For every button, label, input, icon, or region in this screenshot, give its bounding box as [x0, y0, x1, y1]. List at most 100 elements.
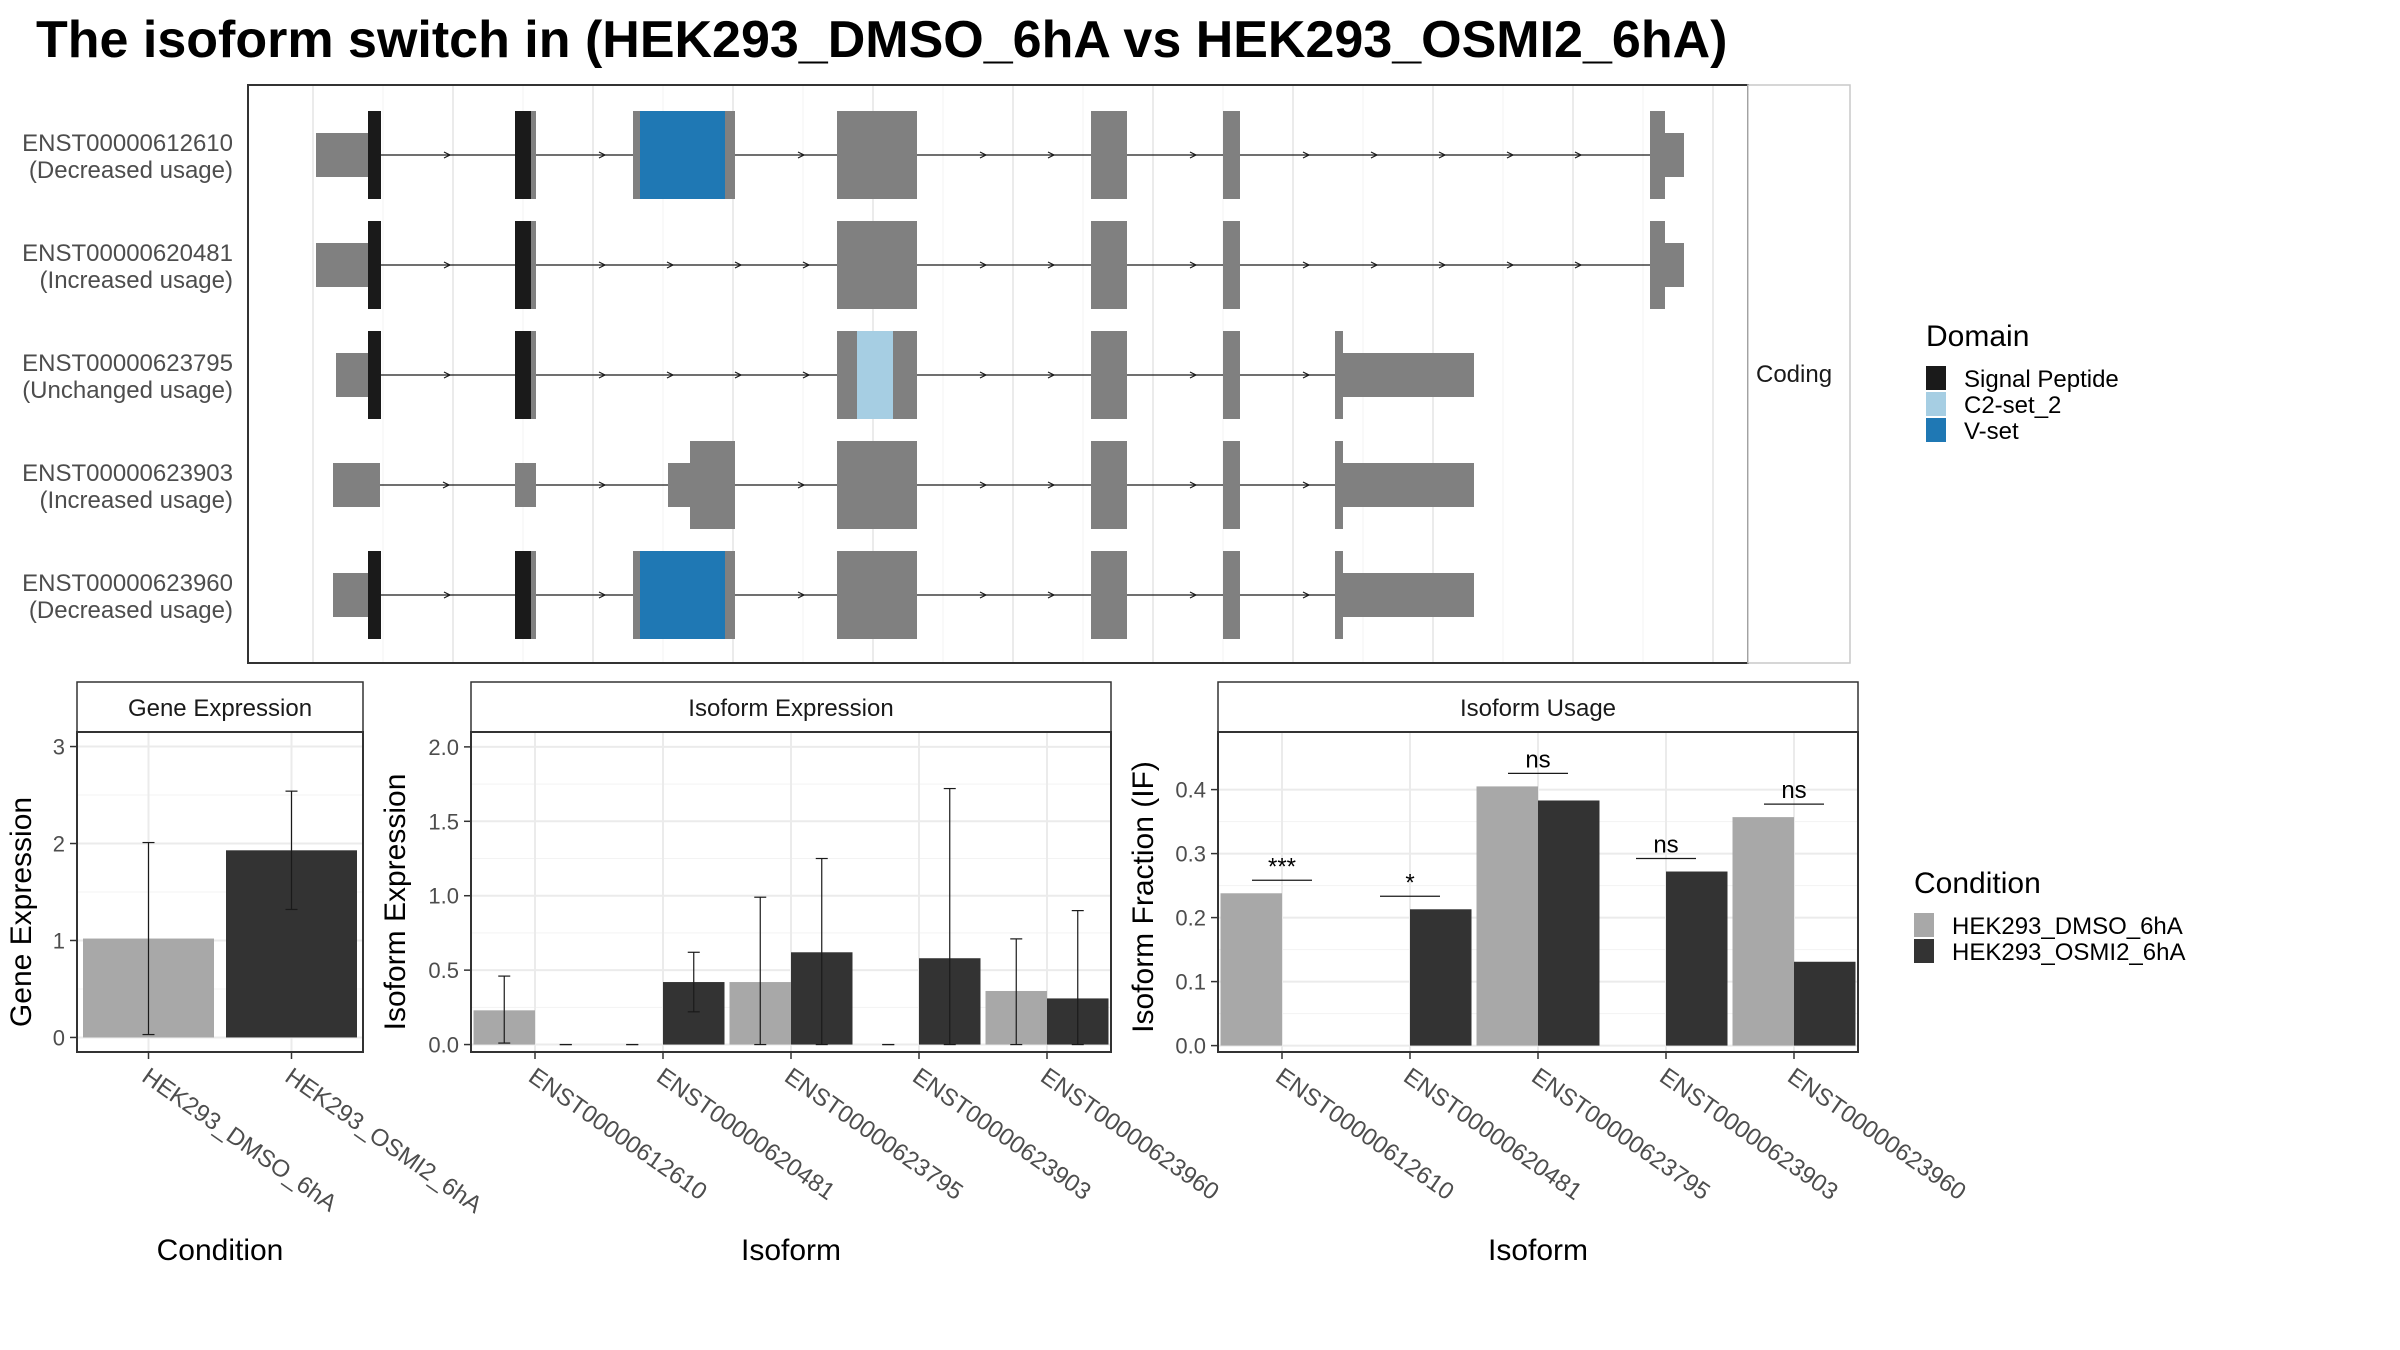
structure-plot-background	[248, 85, 1748, 663]
significance-label: ns	[1525, 746, 1550, 773]
y-tick-label: 1.0	[428, 884, 459, 909]
legend-label-signal-peptide: Signal Peptide	[1964, 366, 2119, 393]
intron-arrow	[1574, 261, 1583, 269]
intron-arrow	[1574, 151, 1583, 159]
intron-arrow	[802, 371, 811, 379]
legend-key-v-set	[1926, 418, 1946, 442]
intron-arrow	[1189, 481, 1198, 489]
transcript-labels: ENST00000612610(Decreased usage)ENST0000…	[22, 130, 233, 624]
intron-arrow	[802, 261, 811, 269]
exon-block	[837, 221, 917, 309]
intron-arrow	[598, 591, 607, 599]
isoform-usage-strip-title: Isoform Usage	[1460, 695, 1616, 722]
intron-arrow	[1302, 151, 1311, 159]
isoform-expression-x-axis-title: Isoform	[741, 1234, 841, 1267]
exon-block	[316, 133, 368, 177]
isoform-expression-strip	[470, 681, 1112, 733]
y-tick-label: 0.1	[1175, 970, 1206, 995]
intron-arrow	[734, 371, 743, 379]
gene-expression-strip-title: Gene Expression	[128, 695, 312, 722]
exon-block	[333, 573, 368, 617]
bar	[1476, 786, 1538, 1046]
intron-arrow	[1047, 371, 1056, 379]
transcript-usage-label: (Unchanged usage)	[22, 377, 233, 404]
condition-legend-title: Condition	[1914, 867, 2041, 900]
isoform-expression-strip-title: Isoform Expression	[688, 695, 893, 722]
exon-block	[725, 111, 735, 199]
signal-peptide-domain	[515, 551, 531, 639]
transcript-track	[336, 331, 1474, 419]
c2-set-2-domain	[857, 331, 893, 419]
y-tick-label: 0	[53, 1025, 65, 1050]
condition-legend: Condition HEK293_DMSO_6hA HEK293_OSMI2_6…	[1914, 867, 2185, 966]
exon-block	[837, 551, 917, 639]
isoform-usage-y-axis-title: Isoform Fraction (IF)	[1127, 761, 1160, 1033]
gene-expression-x-axis-title: Condition	[157, 1234, 284, 1267]
domain-legend-title: Domain	[1926, 320, 2029, 353]
legend-key-c2-set-2	[1926, 392, 1946, 416]
y-tick-label: 2	[53, 832, 65, 857]
intron-arrow	[443, 591, 452, 599]
intron-arrow	[598, 371, 607, 379]
intron-arrow	[1047, 151, 1056, 159]
exon-block	[1343, 463, 1474, 507]
exon-block	[333, 463, 380, 507]
signal-peptide-domain	[368, 111, 381, 199]
intron-arrow	[979, 481, 988, 489]
legend-key-dmso	[1914, 913, 1934, 937]
intron-arrow	[797, 591, 806, 599]
exon-block	[1223, 441, 1240, 529]
bar	[1410, 909, 1472, 1046]
v-set-domain	[640, 111, 725, 199]
intron-arrow	[734, 261, 743, 269]
exon-block	[668, 463, 690, 507]
exon-block	[690, 441, 735, 529]
y-tick-label: 0.0	[428, 1033, 459, 1058]
exon-block	[336, 353, 368, 397]
exon-block	[1223, 331, 1240, 419]
gene-expression-y-axis-title: Gene Expression	[5, 797, 38, 1027]
y-tick-label: 0.0	[1175, 1034, 1206, 1059]
isoform-usage-panel: Isoform Usage ****nsnsns0.00.10.20.30.4E…	[1127, 681, 1971, 1267]
intron-arrow	[598, 481, 607, 489]
signal-peptide-domain	[368, 331, 381, 419]
transcript-id-label: ENST00000623960	[22, 570, 233, 597]
intron-arrow	[979, 261, 988, 269]
legend-label-osmi2: HEK293_OSMI2_6hA	[1952, 939, 2185, 966]
intron-arrow	[1302, 481, 1311, 489]
intron-arrow	[443, 151, 452, 159]
intron-arrow	[797, 151, 806, 159]
exon-block	[837, 441, 917, 529]
transcript-track	[333, 441, 1474, 529]
exon-block	[531, 331, 536, 419]
exon-block	[1650, 111, 1665, 199]
exon-block	[1223, 221, 1240, 309]
bar	[1794, 961, 1856, 1046]
y-tick-label: 0.5	[428, 958, 459, 983]
isoform-usage-strip	[1217, 681, 1859, 733]
intron-arrow	[442, 481, 451, 489]
exon-block	[531, 111, 536, 199]
transcript-id-label: ENST00000623795	[22, 350, 233, 377]
legend-key-osmi2	[1914, 939, 1934, 963]
isoform-usage-x-axis-title: Isoform	[1488, 1234, 1588, 1267]
signal-peptide-domain	[368, 221, 381, 309]
bar	[1666, 871, 1728, 1046]
intron-arrow	[1506, 151, 1515, 159]
exon-block	[531, 551, 536, 639]
y-tick-label: 0.2	[1175, 906, 1206, 931]
domain-legend: Domain Signal Peptide C2-set_2 V-set	[1926, 320, 2119, 445]
bar	[1732, 817, 1794, 1046]
exon-block	[1223, 551, 1240, 639]
intron-arrow	[1047, 591, 1056, 599]
intron-arrow	[598, 151, 607, 159]
transcript-id-label: ENST00000623903	[22, 460, 233, 487]
signal-peptide-domain	[515, 221, 531, 309]
intron-arrow	[1189, 261, 1198, 269]
exon-block	[1091, 551, 1127, 639]
transcript-track	[333, 551, 1474, 639]
intron-arrow	[1302, 371, 1311, 379]
intron-arrow	[1370, 261, 1379, 269]
y-tick-label: 1	[53, 928, 65, 953]
